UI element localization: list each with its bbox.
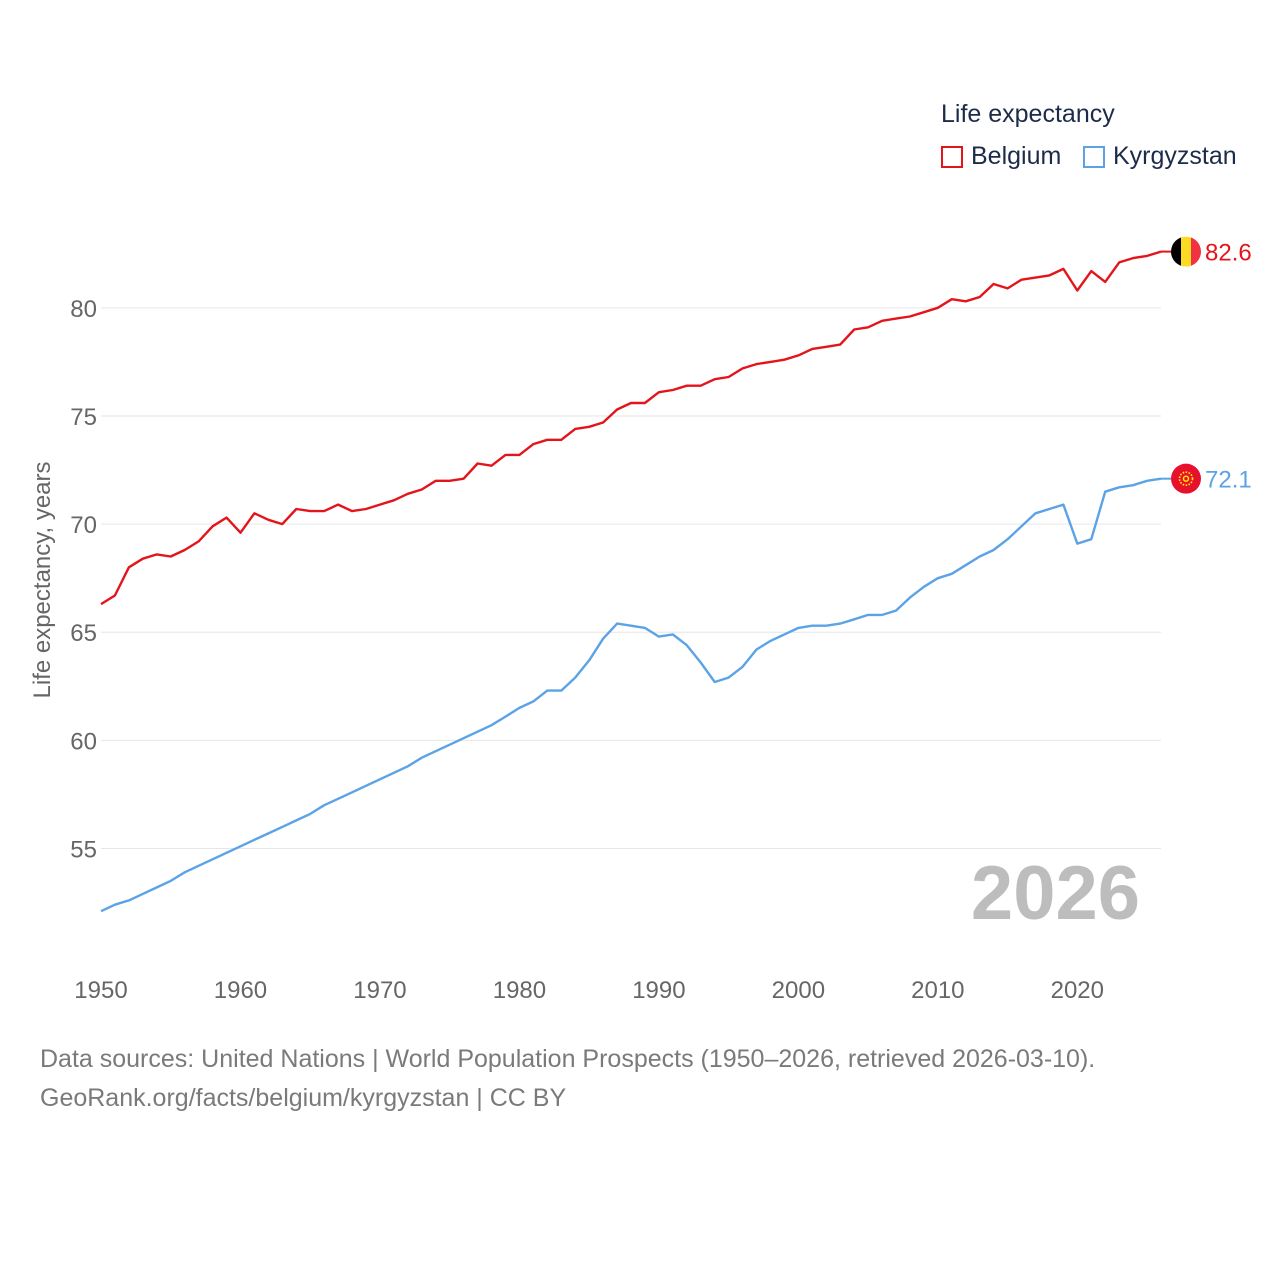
legend-item-belgium[interactable]: Belgium	[941, 142, 1061, 171]
series-line-belgium[interactable]	[100, 250, 1162, 606]
series-lines	[100, 250, 1162, 913]
legend-label-kyrgyzstan: Kyrgyzstan	[1113, 142, 1237, 170]
y-tick-label: 55	[70, 836, 97, 863]
y-axis-label: Life expectancy, years	[29, 461, 56, 698]
y-tick-label: 65	[70, 620, 97, 647]
x-axis-ticks: 1950 1960 1970 1980 1990 2000 2010 2020	[74, 977, 1104, 1004]
legend-item-kyrgyzstan[interactable]: Kyrgyzstan	[1083, 142, 1237, 171]
year-watermark: 2026	[971, 851, 1140, 936]
legend-label-belgium: Belgium	[971, 142, 1062, 170]
y-tick-label: 80	[70, 296, 97, 323]
series-line-kyrgyzstan[interactable]	[100, 477, 1162, 913]
y-tick-label: 70	[70, 512, 97, 539]
x-tick-label: 1990	[632, 977, 685, 1004]
x-tick-label: 2000	[772, 977, 825, 1004]
x-tick-label: 2010	[911, 977, 964, 1004]
y-axis-ticks: 55 60 65 70 75 80	[70, 296, 97, 864]
x-tick-label: 1970	[353, 977, 406, 1004]
x-tick-label: 1950	[74, 977, 127, 1004]
gridlines	[101, 307, 1161, 849]
y-tick-label: 75	[70, 404, 97, 431]
x-tick-label: 2020	[1051, 977, 1104, 1004]
legend-swatch-belgium	[941, 145, 963, 168]
source-note: Data sources: United Nations | World Pop…	[40, 1045, 1096, 1073]
kyrgyzstan-flag-icon	[1171, 463, 1201, 494]
y-tick-label: 60	[70, 728, 97, 755]
legend-swatch-kyrgyzstan	[1083, 145, 1105, 168]
legend-title: Life expectancy	[941, 100, 1115, 128]
source-link[interactable]: GeoRank.org/facts/belgium/kyrgyzstan | C…	[40, 1084, 567, 1112]
belgium-flag-icon	[1171, 236, 1201, 267]
x-tick-label: 1980	[493, 977, 546, 1004]
end-markers: 82.6 72.1	[1161, 236, 1252, 494]
end-value-label-kyrgyzstan: 72.1	[1205, 467, 1252, 494]
x-tick-label: 1960	[214, 977, 267, 1004]
end-value-label-belgium: 82.6	[1205, 240, 1252, 267]
